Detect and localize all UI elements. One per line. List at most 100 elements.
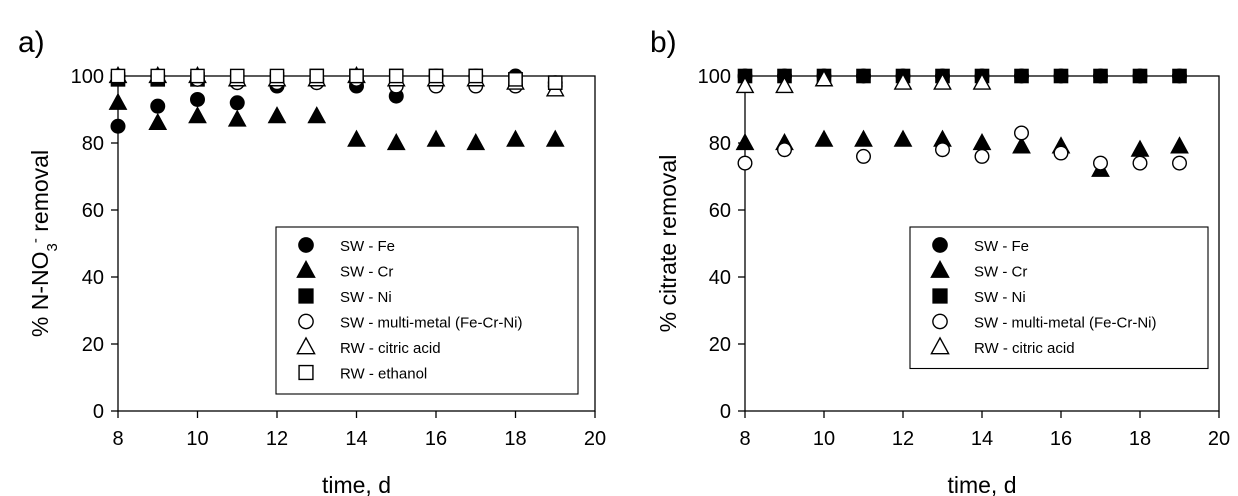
- legend-marker: [932, 237, 948, 253]
- legend-marker: [298, 364, 314, 381]
- legend: SW - Fe SW - Cr SW - Ni SW - multi-metal (F…: [275, 226, 579, 395]
- data-point: [1132, 155, 1148, 171]
- x-tick-label: 20: [584, 428, 606, 450]
- data-point: [426, 129, 446, 147]
- data-point: [190, 68, 205, 84]
- data-point: [1132, 68, 1148, 84]
- chart-panel-b: b) 8 10 12 14 16 18 20 0 20 40 60 80 100 time, d % citr…: [650, 26, 1230, 496]
- y-axis-label: % N-NO3- removal: [27, 150, 61, 337]
- x-axis: 8 10 12 14 16 18 20: [112, 411, 606, 450]
- y-tick-label: 60: [82, 200, 104, 222]
- legend-marker: [932, 313, 948, 330]
- series-1: [108, 92, 565, 151]
- y-tick-label: 100: [698, 66, 731, 88]
- data-point: [269, 68, 285, 84]
- y-axis-label-main: % citrate removal: [655, 155, 681, 333]
- data-point: [854, 129, 873, 147]
- y-tick-label: 100: [71, 66, 104, 88]
- x-tick-label: 14: [971, 428, 993, 450]
- y-tick-label: 20: [82, 334, 104, 356]
- legend-box: [909, 226, 1209, 370]
- data-point: [1012, 136, 1031, 154]
- legend: SW - Fe SW - Cr SW - Ni SW - multi-metal (F…: [909, 226, 1209, 370]
- data-point: [545, 129, 565, 147]
- data-point: [972, 72, 992, 90]
- series-5: [110, 68, 563, 90]
- data-point: [386, 132, 406, 151]
- data-point: [856, 68, 871, 84]
- x-tick-label: 18: [504, 428, 526, 450]
- data-points: [735, 68, 1189, 177]
- data-point: [547, 75, 563, 90]
- data-point: [150, 68, 166, 84]
- data-point: [347, 129, 366, 147]
- legend-entry: SW - Cr: [930, 260, 1027, 281]
- legend-label: SW - Fe: [340, 238, 395, 255]
- legend-marker: [932, 288, 948, 304]
- legend-label: RW - citric acid: [974, 340, 1075, 357]
- data-point: [506, 129, 525, 147]
- x-tick-label: 16: [1050, 428, 1072, 450]
- x-tick-label: 10: [186, 428, 208, 450]
- legend-marker: [930, 260, 950, 278]
- legend-label: SW - Ni: [340, 289, 392, 306]
- x-axis-label: time, d: [947, 472, 1016, 496]
- data-point: [856, 148, 872, 164]
- legend-label: SW - Cr: [974, 264, 1027, 281]
- legend-entry: RW - citric acid: [930, 336, 1075, 357]
- x-tick-label: 10: [813, 428, 835, 450]
- data-point: [110, 118, 126, 134]
- data-point: [1014, 68, 1029, 84]
- data-point: [148, 112, 168, 131]
- y-tick-label: 80: [82, 133, 104, 155]
- x-tick-label: 12: [892, 428, 914, 450]
- legend-label: SW - Ni: [974, 289, 1026, 306]
- y-axis-label-subscript: 3: [44, 243, 61, 251]
- data-point: [893, 72, 913, 90]
- data-point: [110, 68, 126, 84]
- data-point: [466, 132, 486, 151]
- y-tick-label: 20: [709, 334, 731, 356]
- data-point: [189, 91, 205, 107]
- legend-entry: SW - multi-metal (Fe-Cr-Ni): [932, 313, 1156, 332]
- data-point: [935, 142, 951, 158]
- x-tick-label: 8: [112, 428, 123, 450]
- data-point: [735, 75, 755, 94]
- y-axis: 0 20 40 60 80 100: [71, 66, 118, 423]
- legend-entry: SW - Fe: [298, 237, 395, 255]
- y-tick-label: 40: [709, 267, 731, 289]
- data-point: [1170, 136, 1189, 154]
- y-axis-label-main: % N-NO: [27, 251, 53, 337]
- data-point: [150, 98, 166, 114]
- legend-entry: RW - citric acid: [296, 336, 441, 357]
- data-point: [267, 106, 287, 124]
- data-point: [974, 148, 990, 164]
- data-point: [227, 109, 247, 127]
- data-point: [893, 129, 913, 147]
- legend-label: RW - ethanol: [340, 366, 427, 383]
- legend-label: SW - multi-metal (Fe-Cr-Ni): [340, 315, 522, 332]
- legend-entry: SW - Fe: [932, 237, 1029, 255]
- data-point: [1053, 145, 1069, 161]
- panel-label: a): [18, 26, 45, 59]
- legend-marker: [298, 288, 314, 304]
- legend-entry: SW - Cr: [296, 260, 393, 281]
- x-tick-label: 18: [1129, 428, 1151, 450]
- y-tick-label: 0: [93, 401, 104, 423]
- legend-marker: [298, 237, 314, 253]
- data-point: [108, 92, 128, 110]
- data-point: [349, 68, 364, 84]
- legend-marker: [296, 336, 316, 355]
- legend-marker: [930, 336, 950, 355]
- x-tick-label: 8: [739, 428, 750, 450]
- y-axis-label-superscript: -: [27, 238, 44, 243]
- data-point: [1171, 155, 1187, 171]
- legend-label: RW - citric acid: [340, 340, 441, 357]
- legend-entry: SW - Ni: [932, 288, 1026, 306]
- x-tick-label: 14: [345, 428, 367, 450]
- series-4: [735, 69, 992, 94]
- legend-label: SW - multi-metal (Fe-Cr-Ni): [974, 315, 1156, 332]
- y-tick-label: 40: [82, 267, 104, 289]
- panel-label: b): [650, 26, 677, 59]
